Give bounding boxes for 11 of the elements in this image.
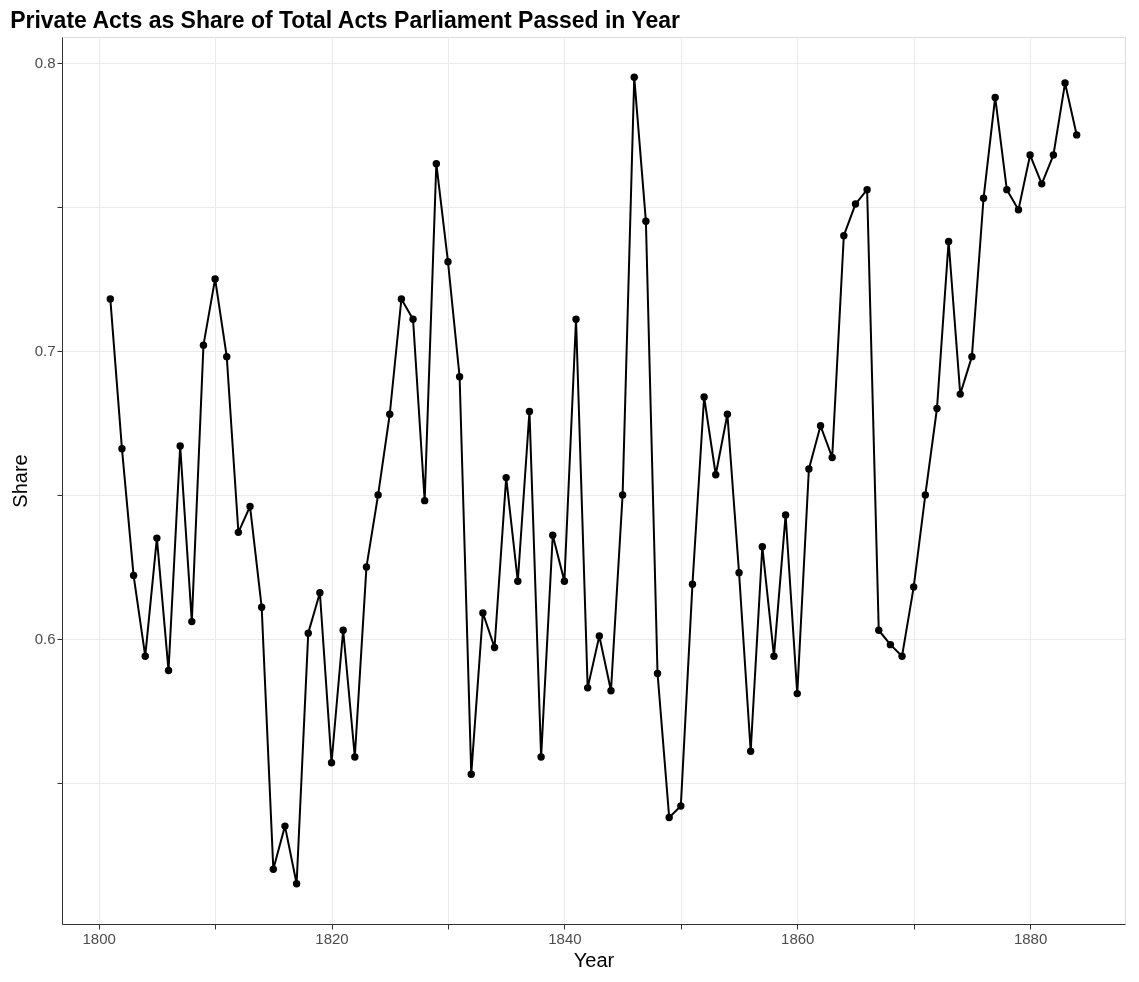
y-tick-label: 0.7	[34, 342, 56, 360]
x-tick-label: 1840	[548, 929, 582, 947]
x-tick-label: 1860	[781, 929, 815, 947]
x-tick-label: 1880	[1013, 929, 1048, 947]
y-tick-label: 0.6	[34, 630, 56, 648]
x-axis-title: Year	[573, 948, 615, 971]
chart-title: Private Acts as Share of Total Acts Parliament Passed in Year	[10, 7, 681, 33]
y-axis-title: Share	[8, 454, 31, 508]
y-tick-label: 0.8	[34, 54, 56, 72]
x-tick-label: 1800	[82, 929, 116, 947]
x-tick-label: 1820	[315, 929, 349, 947]
